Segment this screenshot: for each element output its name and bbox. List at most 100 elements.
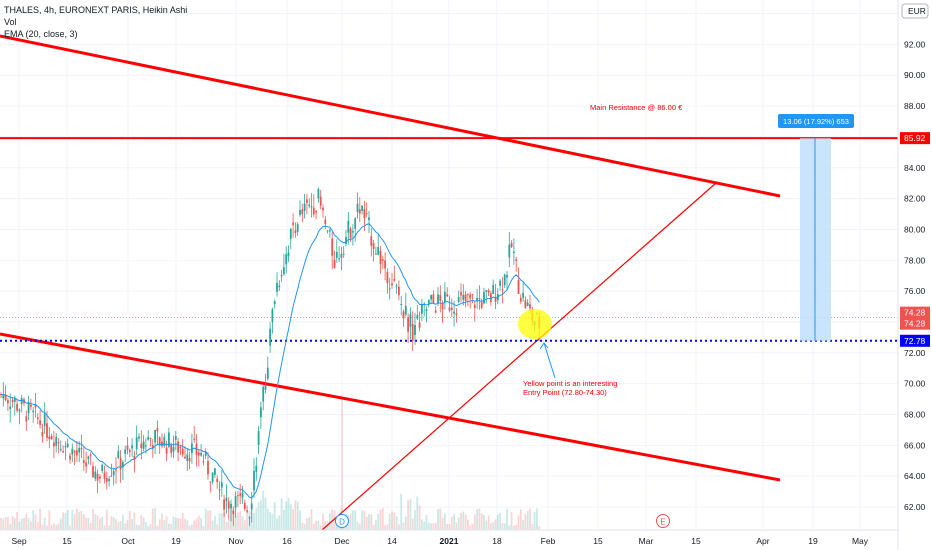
volume-bar [168, 523, 170, 530]
volume-bar [303, 524, 306, 530]
price-label: 72.78 [904, 336, 926, 346]
candle-body [66, 443, 69, 448]
volume-bar [278, 515, 281, 530]
volume-bar [112, 517, 115, 530]
volume-bar [402, 522, 405, 530]
volume-bar [411, 518, 414, 530]
candle-body [306, 199, 308, 203]
volume-bar [13, 517, 16, 530]
volume-bar [46, 525, 48, 530]
candle-body [529, 304, 531, 309]
volume-bar [515, 524, 518, 530]
candle-body [285, 254, 288, 265]
volume-bar [48, 510, 51, 530]
candle-body [519, 297, 522, 302]
volume-bar [439, 508, 442, 530]
volume-bar [202, 525, 205, 530]
candle-body [204, 451, 207, 456]
volume-bar [9, 523, 12, 530]
candle-body [439, 295, 442, 301]
volume-bar [253, 512, 255, 530]
volume-bar [430, 523, 432, 530]
candle-body [379, 251, 382, 264]
volume-bar [524, 513, 527, 530]
candle-body [156, 428, 159, 432]
volume-bar [16, 512, 18, 530]
candle-body [425, 308, 428, 311]
candle-body [526, 302, 529, 306]
price-label-box [900, 306, 930, 319]
volume-bar [310, 509, 313, 530]
volume-bar [147, 525, 150, 530]
candle-body [253, 470, 255, 491]
volume-bar [384, 525, 386, 530]
volume-bar [467, 519, 469, 530]
volume-bar [239, 511, 242, 530]
volume-bar [409, 499, 412, 530]
volume-legend[interactable]: Vol [4, 17, 17, 27]
candle-body [296, 224, 299, 232]
volume-bar [299, 510, 301, 530]
candle-body [358, 209, 361, 214]
candle-body [145, 445, 147, 447]
volume-bar [538, 525, 541, 530]
volume-bar [82, 514, 85, 530]
candle-body [124, 449, 127, 454]
candle-body [294, 230, 297, 234]
time-tick-label: May [852, 536, 869, 546]
volume-bar [280, 498, 283, 530]
candle-body [34, 404, 37, 408]
ema-legend[interactable]: EMA (20, close, 3) [4, 29, 78, 39]
volume-bar [421, 519, 423, 530]
volume-bar [191, 524, 193, 530]
time-axis[interactable]: Sep 15 Oct 19 Nov 16 Dec 14 2021 18 Feb 15 Mar 15 Apr 1… [0, 529, 898, 546]
volume-bar [526, 510, 529, 530]
candle-body [506, 274, 508, 278]
volume-bar [110, 516, 113, 530]
volume-bar [510, 512, 513, 530]
candle-body [471, 294, 474, 296]
volume-bar [184, 518, 186, 530]
price-label-box [900, 317, 930, 330]
volume-bar [170, 524, 173, 530]
volume-bar [460, 513, 462, 530]
price-axis[interactable]: 62.0064.0066.0068.0070.0072.0074.0076.00… [897, 0, 932, 550]
volume-bar [531, 523, 534, 530]
candle-body [214, 468, 216, 475]
candle-body [388, 288, 391, 290]
volume-bar [264, 497, 267, 530]
time-tick-label: 18 [492, 536, 502, 546]
candle-body [225, 497, 228, 502]
candle-body [522, 292, 524, 298]
candle-body [4, 394, 7, 401]
volume-bar [207, 510, 209, 530]
candle-body [39, 420, 41, 425]
candle-body [335, 251, 338, 258]
candle-body [2, 394, 5, 399]
candle-body [292, 222, 294, 225]
volume-bar [216, 524, 219, 530]
candle-body [432, 294, 435, 303]
candle-body [234, 496, 237, 508]
candle-body [174, 435, 177, 440]
volume-bar [499, 513, 501, 530]
candle-body [241, 492, 244, 498]
entry-arrow [543, 342, 556, 379]
volume-bar [92, 508, 94, 530]
volume-bar [225, 521, 228, 530]
candle-body [524, 300, 527, 308]
candle-body [20, 398, 23, 405]
candle-body [197, 452, 200, 456]
candle-body [508, 244, 511, 258]
volume-bar [416, 496, 419, 530]
price-label: 85.92 [904, 133, 926, 143]
candle-body [356, 203, 359, 213]
symbol-title[interactable]: THALES, 4h, EURONEXT PARIS, Heikin Ashi [4, 5, 188, 15]
candle-body [370, 236, 373, 246]
volume-bar [2, 518, 5, 530]
volume-bar [220, 513, 223, 530]
volume-bar [7, 517, 9, 530]
entry-arrowhead [539, 342, 549, 350]
volume-bar [94, 514, 97, 530]
